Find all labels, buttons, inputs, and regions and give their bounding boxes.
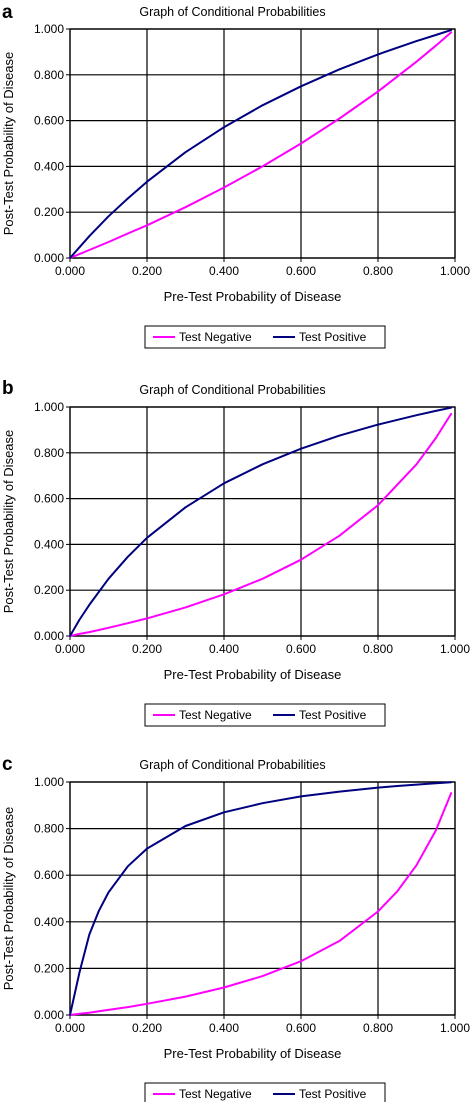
- legend-label: Test Negative: [179, 708, 252, 722]
- series-line-test-positive: [69, 781, 453, 1016]
- plot-area: [70, 407, 455, 636]
- y-tick-label: 0.000: [34, 1008, 64, 1022]
- y-tick-label: 0.600: [34, 114, 64, 128]
- x-tick-label: 0.600: [286, 642, 316, 656]
- x-tick-label: 0.200: [132, 264, 162, 278]
- x-axis-label: Pre-Test Probability of Disease: [164, 1046, 342, 1061]
- y-axis-label: Post-Test Probability of Disease: [1, 807, 16, 991]
- plot-area: [70, 29, 455, 258]
- x-tick-label: 0.200: [132, 642, 162, 656]
- y-tick-label: 1.000: [34, 775, 64, 789]
- x-axis-label: Pre-Test Probability of Disease: [164, 289, 342, 304]
- legend-label: Test Positive: [299, 1087, 367, 1101]
- x-tick-label: 1.000: [440, 1021, 470, 1035]
- x-tick-label: 1.000: [440, 264, 470, 278]
- legend: Test Negative Test Positive: [144, 703, 386, 727]
- plot-border: [69, 406, 456, 637]
- x-tick-label: 0.000: [55, 264, 85, 278]
- legend-label: Test Negative: [179, 330, 252, 344]
- panel-letter: c: [2, 754, 13, 775]
- y-tick-label: 0.600: [34, 868, 64, 882]
- x-tick-label: 0.000: [55, 642, 85, 656]
- series-line-test-negative: [69, 412, 453, 637]
- x-tick-label: 0.800: [363, 1021, 393, 1035]
- legend-box: [144, 325, 386, 349]
- chart-title: Graph of Conditional Probabilities: [139, 383, 325, 397]
- chart-panel-b: b Graph of Conditional Probabilities 0.000…: [1, 378, 470, 727]
- legend-box: [144, 703, 386, 727]
- y-tick-label: 1.000: [34, 22, 64, 36]
- chart-title: Graph of Conditional Probabilities: [139, 758, 325, 772]
- y-tick-label: 0.800: [34, 446, 64, 460]
- series-line-test-negative: [69, 31, 453, 259]
- y-tick-label: 1.000: [34, 400, 64, 414]
- legend: Test Negative Test Positive: [144, 1082, 386, 1102]
- y-tick-label: 0.200: [34, 583, 64, 597]
- x-tick-label: 0.400: [209, 264, 239, 278]
- x-tick-label: 1.000: [440, 642, 470, 656]
- x-tick-label: 0.200: [132, 1021, 162, 1035]
- plot-border: [69, 781, 456, 1016]
- panel-letter: b: [2, 378, 14, 399]
- x-tick-label: 0.800: [363, 264, 393, 278]
- x-tick-label: 0.800: [363, 642, 393, 656]
- panel-letter: a: [2, 2, 13, 23]
- y-tick-label: 0.200: [34, 961, 64, 975]
- legend: Test Negative Test Positive: [144, 325, 386, 349]
- y-tick-label: 0.000: [34, 251, 64, 265]
- y-tick-label: 0.400: [34, 159, 64, 173]
- series-line-test-positive: [69, 406, 453, 637]
- x-tick-label: 0.400: [209, 1021, 239, 1035]
- chart-panel-c: c Graph of Conditional Probabilities 0.000…: [1, 754, 470, 1102]
- y-tick-label: 0.200: [34, 205, 64, 219]
- chart-panel-a: a Graph of Conditional Probabilities 0.000…: [1, 2, 470, 349]
- chart-title: Graph of Conditional Probabilities: [139, 5, 325, 19]
- x-tick-label: 0.400: [209, 642, 239, 656]
- y-tick-label: 0.800: [34, 822, 64, 836]
- y-tick-label: 0.800: [34, 68, 64, 82]
- y-axis-label: Post-Test Probability of Disease: [1, 430, 16, 614]
- y-tick-label: 0.000: [34, 629, 64, 643]
- y-axis-label: Post-Test Probability of Disease: [1, 52, 16, 236]
- series-line-test-negative: [69, 792, 453, 1016]
- legend-label: Test Negative: [179, 1087, 252, 1101]
- x-tick-label: 0.600: [286, 1021, 316, 1035]
- series-line-test-positive: [69, 29, 453, 259]
- x-tick-label: 0.600: [286, 264, 316, 278]
- y-tick-label: 0.400: [34, 915, 64, 929]
- x-tick-label: 0.000: [55, 1021, 85, 1035]
- plot-border: [69, 28, 456, 259]
- x-axis-label: Pre-Test Probability of Disease: [164, 667, 342, 682]
- legend-box: [144, 1082, 386, 1102]
- y-tick-label: 0.600: [34, 492, 64, 506]
- legend-label: Test Positive: [299, 708, 367, 722]
- plot-area: [70, 782, 455, 1015]
- legend-label: Test Positive: [299, 330, 367, 344]
- y-tick-label: 0.400: [34, 537, 64, 551]
